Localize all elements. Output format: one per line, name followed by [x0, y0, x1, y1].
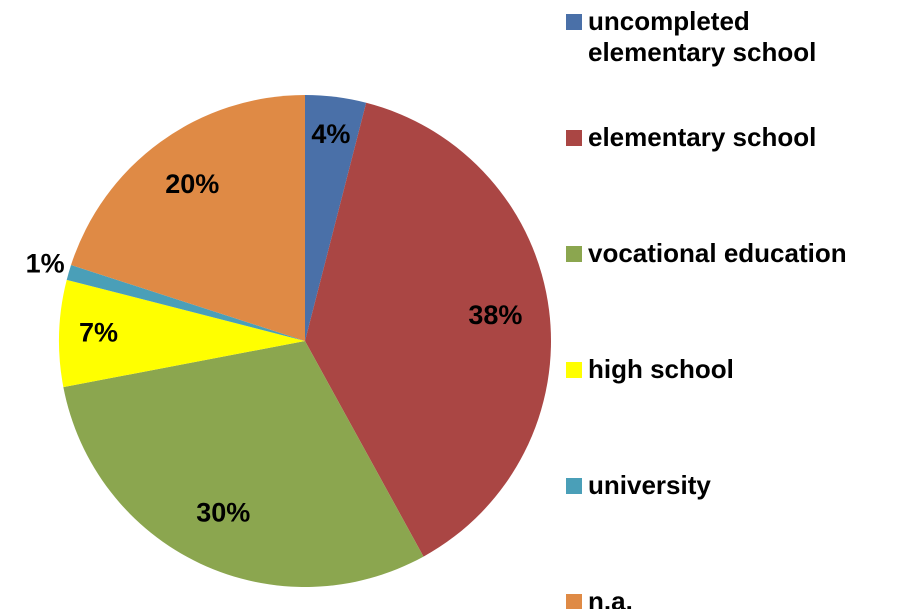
legend-item: uncompleted elementary school	[566, 6, 896, 68]
data-label: 38%	[468, 300, 522, 330]
legend-label: university	[588, 470, 711, 500]
pie-slice	[305, 95, 367, 341]
pie-slice	[71, 95, 305, 341]
data-label: 4%	[311, 119, 350, 149]
legend-swatch	[566, 594, 582, 609]
legend-item: vocational education	[566, 238, 896, 269]
pie-slice	[66, 264, 305, 341]
pie-slice	[63, 341, 424, 587]
data-label: 7%	[79, 318, 118, 348]
legend-swatch	[566, 362, 582, 378]
data-label: 20%	[165, 169, 219, 199]
legend-item: n.a.	[566, 586, 896, 609]
legend-label: uncompleted elementary school	[588, 6, 817, 67]
data-label: 1%	[26, 249, 65, 279]
legend-label: high school	[588, 354, 734, 384]
pie-slice	[305, 102, 552, 557]
legend-item: elementary school	[566, 122, 896, 153]
legend-label: elementary school	[588, 122, 817, 152]
legend-swatch	[566, 14, 582, 30]
legend-swatch	[566, 130, 582, 146]
legend-swatch	[566, 478, 582, 494]
data-label: 30%	[196, 498, 250, 528]
pie-slice	[59, 279, 305, 388]
legend-swatch	[566, 246, 582, 262]
pie-area: 4% 38% 30% 7% 1% 20%	[26, 95, 552, 587]
legend-label: n.a.	[588, 586, 633, 609]
legend-label: vocational education	[588, 238, 847, 268]
legend-item: high school	[566, 354, 896, 385]
legend-item: university	[566, 470, 896, 501]
